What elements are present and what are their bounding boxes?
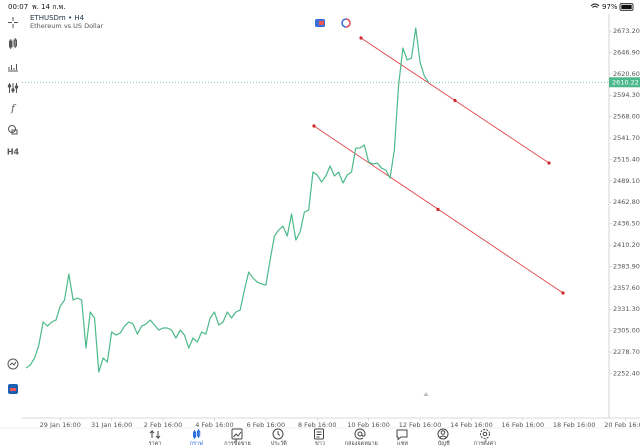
settings-icon[interactable] — [480, 429, 490, 439]
plot-area: 2673.20 2646.90 2620.60 2594.30 2568.00 2541.… — [22, 27, 640, 429]
y-tick-label: 2278.70 — [613, 348, 640, 356]
y-tick-label: 2673.20 — [613, 27, 640, 35]
x-tick-label: 29 Jan 16:00 — [40, 421, 81, 429]
y-tick-label: 2252.40 — [613, 369, 640, 377]
x-tick-label: 4 Feb 16:00 — [195, 421, 234, 429]
nav-label[interactable]: ราคา — [149, 441, 162, 447]
chat-icon[interactable] — [396, 429, 408, 441]
trade-signals-tool[interactable] — [7, 358, 19, 370]
x-tick-label: 20 Feb 16:00 — [604, 421, 640, 429]
x-tick-label: 6 Feb 16:00 — [247, 421, 286, 429]
mailbox-icon[interactable] — [354, 428, 366, 440]
x-tick-label: 12 Feb 16:00 — [399, 421, 442, 429]
last-price-box — [609, 77, 640, 88]
y-tick-label: 2620.60 — [613, 70, 640, 78]
crosshair-tool[interactable] — [8, 17, 18, 28]
nav-label[interactable]: บัญชี — [438, 440, 450, 447]
nav-label[interactable]: แชท — [397, 440, 408, 447]
y-tick-label: 2646.90 — [613, 48, 640, 56]
account-icon[interactable] — [437, 428, 449, 440]
price-line — [25, 27, 430, 373]
chart-shift-marker[interactable] — [423, 392, 429, 396]
nav-label[interactable]: การซื้อขาย — [224, 439, 250, 447]
y-tick-label: 2305.00 — [613, 327, 640, 335]
y-tick-label: 2436.50 — [613, 220, 640, 228]
x-tick-label: 10 Feb 16:00 — [347, 421, 390, 429]
last-price-label: 2610.22 — [612, 78, 639, 86]
settings-tool[interactable] — [7, 83, 19, 93]
timeframe-button[interactable]: H4 — [7, 148, 20, 157]
y-tick-label: 2331.30 — [613, 305, 640, 313]
nav-icons — [149, 428, 490, 441]
y-tick-label: 2594.30 — [613, 91, 640, 99]
nav-label[interactable]: ข่าว — [315, 441, 325, 447]
news-icon[interactable] — [314, 428, 324, 440]
nav-label[interactable]: ประวัติ — [271, 440, 287, 447]
battery-level: 97% — [602, 3, 618, 11]
chart-icon[interactable] — [193, 429, 201, 439]
left-toolbar: f H4 — [7, 17, 20, 394]
status-time: 00:07 — [8, 3, 28, 11]
x-tick-label: 16 Feb 16:00 — [501, 421, 544, 429]
buy-sell-toggle[interactable] — [315, 19, 325, 27]
x-tick-label: 14 Feb 16:00 — [450, 421, 493, 429]
status-date: พ. 14 ก.พ. — [32, 3, 66, 11]
one-click-trading[interactable] — [8, 384, 18, 394]
battery-icon — [619, 3, 634, 11]
y-tick-label: 2515.40 — [613, 155, 640, 163]
symbol-title: ETHUSDm • H4 — [30, 14, 85, 22]
quotes-icon[interactable] — [149, 429, 161, 440]
history-icon[interactable] — [272, 428, 284, 440]
chart-type-tool[interactable] — [9, 38, 17, 49]
indicators-tool[interactable] — [8, 64, 18, 72]
x-tick-label: 2 Feb 16:00 — [144, 421, 183, 429]
x-tick-label: 31 Jan 16:00 — [91, 421, 132, 429]
bottom-nav: ราคา กราฟ การซื้อขาย ประวัติ ข่าว กล่องจดหมาย… — [149, 439, 497, 447]
trade-icon[interactable] — [231, 428, 243, 440]
nav-label[interactable]: กราฟ — [190, 440, 203, 447]
nav-label[interactable]: กล่องจดหมาย — [345, 441, 378, 447]
y-tick-label: 2489.10 — [613, 177, 640, 185]
objects-tool[interactable] — [8, 125, 18, 135]
y-tick-label: 2357.60 — [613, 284, 640, 292]
y-tick-label: 2410.20 — [613, 241, 640, 249]
y-tick-label: 2541.70 — [613, 134, 640, 142]
depth-toggle[interactable] — [341, 18, 351, 28]
symbol-description: Ethereum vs US Dollar — [30, 22, 104, 30]
y-tick-label: 2383.90 — [613, 262, 640, 270]
y-tick-label: 2462.80 — [613, 198, 640, 206]
wifi-icon — [590, 3, 600, 8]
x-tick-label: 8 Feb 16:00 — [298, 421, 337, 429]
functions-tool[interactable]: f — [10, 104, 17, 115]
x-tick-label: 18 Feb 16:00 — [553, 421, 596, 429]
trend-line[interactable] — [312, 124, 565, 295]
y-tick-label: 2568.00 — [613, 113, 640, 121]
nav-label[interactable]: การตั้งค่า — [474, 439, 496, 447]
trend-line[interactable] — [359, 36, 551, 165]
